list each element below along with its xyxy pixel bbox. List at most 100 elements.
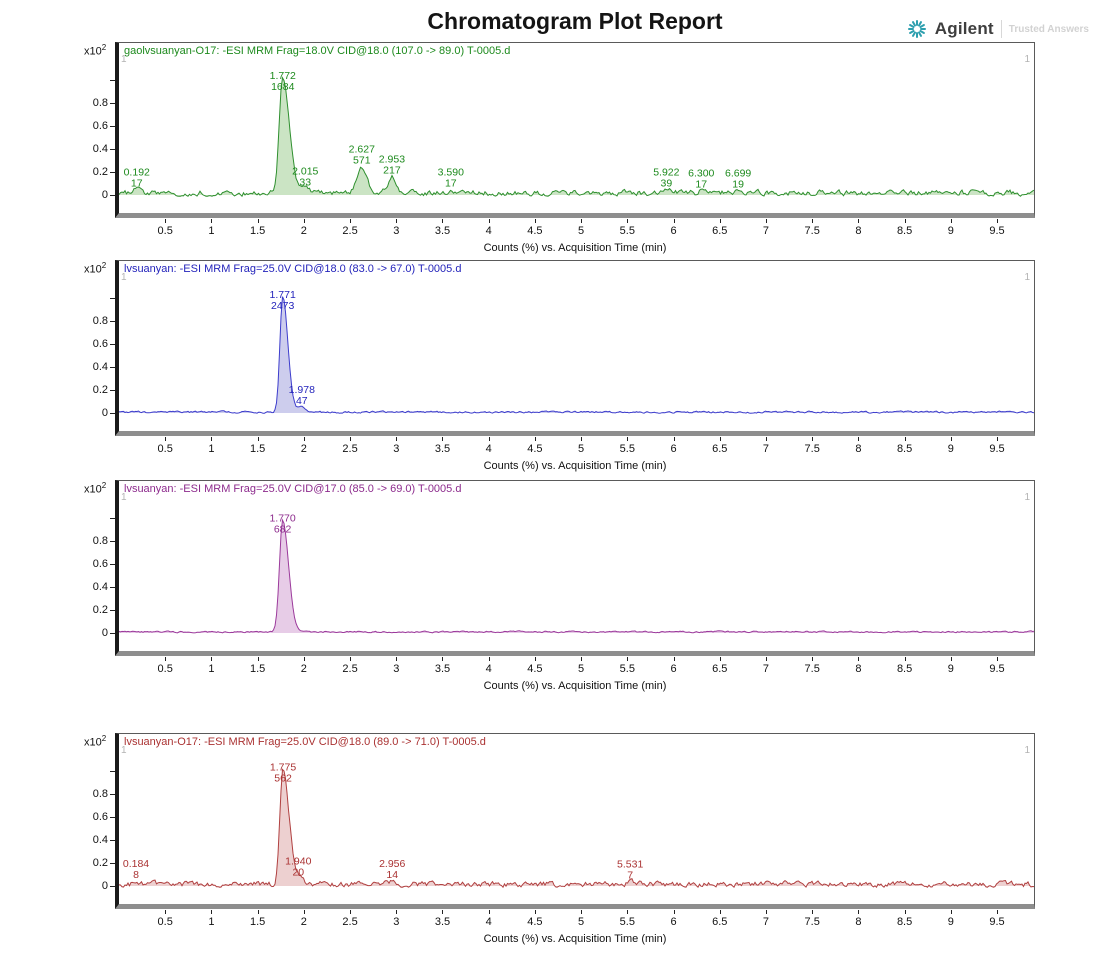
- x-tick-mark: [442, 657, 444, 661]
- x-tick-mark: [257, 910, 259, 914]
- x-tick-mark: [488, 657, 490, 661]
- x-tick-mark: [673, 219, 675, 223]
- y-tick-label: 0.4: [92, 361, 108, 373]
- x-tick-mark: [719, 910, 721, 914]
- x-tick-label: 8.5: [896, 225, 913, 237]
- x-tick-mark: [997, 910, 999, 914]
- x-tick-label: 0.5: [157, 443, 173, 455]
- trace-fill: [119, 296, 1034, 414]
- y-tick-mark: [110, 633, 115, 634]
- trace-line: [119, 518, 1034, 634]
- peak-count-label: 33: [299, 176, 311, 188]
- corner-marker-left: 1: [121, 54, 127, 65]
- y-tick-mark: [110, 321, 115, 322]
- y-tick-label: 0: [101, 189, 108, 201]
- x-tick-label: 2: [300, 225, 307, 237]
- corner-marker-right: 1: [1024, 745, 1030, 756]
- x-tick-mark: [858, 657, 860, 661]
- x-tick-label: 8: [855, 916, 862, 928]
- x-tick-label: 7: [762, 443, 770, 455]
- x-axis-caption: Counts (%) vs. Acquisition Time (min): [483, 460, 667, 472]
- y-tick-label: 0.6: [92, 338, 108, 350]
- y-tick-label: 0.4: [92, 834, 108, 846]
- y-tick-mark: [110, 863, 115, 864]
- x-tick-label: 4: [485, 916, 492, 928]
- peak-count-label: 8: [133, 869, 139, 881]
- x-tick-mark: [812, 657, 814, 661]
- x-tick-label: 5.5: [619, 443, 635, 455]
- x-tick-mark: [396, 219, 398, 223]
- x-axis-caption: Counts (%) vs. Acquisition Time (min): [483, 680, 667, 692]
- x-tick-label: 7.5: [804, 225, 820, 237]
- y-tick-label: 0.6: [92, 811, 108, 823]
- x-tick-label: 9: [947, 663, 954, 675]
- y-tick-label: 0.8: [92, 535, 108, 547]
- y-tick-mark: [110, 344, 115, 345]
- y-tick-mark: [110, 149, 115, 150]
- x-axis-caption: Counts (%) vs. Acquisition Time (min): [483, 933, 667, 945]
- y-tick-mark: [110, 390, 115, 391]
- peak-count-label: 39: [660, 177, 672, 189]
- x-tick-mark: [627, 437, 629, 441]
- y-scale-label: x102: [84, 261, 107, 276]
- y-tick-mark: [110, 80, 115, 81]
- x-tick-mark: [488, 437, 490, 441]
- x-tick-mark: [257, 437, 259, 441]
- trace-line: [119, 768, 1034, 889]
- x-tick-label: 0.5: [157, 663, 173, 675]
- x-tick-mark: [997, 219, 999, 223]
- x-tick-label: 4.5: [527, 443, 543, 455]
- peak-rt-label: 1.770: [269, 512, 295, 524]
- trace-header: lvsuanyan: -ESI MRM Frag=25.0V CID@18.0 …: [124, 263, 462, 275]
- peak-rt-label: 5.531: [617, 858, 643, 870]
- x-tick-label: 8.5: [896, 663, 913, 675]
- x-tick-label: 9.5: [989, 663, 1005, 675]
- x-tick-label: 7.5: [804, 663, 820, 675]
- x-tick-mark: [904, 657, 906, 661]
- y-scale-label: x102: [84, 734, 107, 749]
- x-tick-label: 2: [300, 443, 307, 455]
- y-tick-label: 0.2: [92, 166, 108, 178]
- x-tick-mark: [673, 437, 675, 441]
- y-tick-mark: [110, 172, 115, 173]
- y-tick-mark: [110, 298, 115, 299]
- x-tick-label: 6: [670, 916, 677, 928]
- y-tick-label: 0: [101, 880, 108, 892]
- x-tick-label: 6: [670, 663, 677, 675]
- peak-rt-label: 0.184: [123, 858, 149, 870]
- agilent-brand-text: Agilent: [934, 19, 994, 38]
- y-tick-label: 0.8: [92, 315, 108, 327]
- corner-marker-right: 1: [1024, 54, 1030, 65]
- x-tick-mark: [904, 219, 906, 223]
- x-tick-label: 3.5: [434, 443, 451, 455]
- trace-line: [119, 76, 1034, 198]
- x-tick-label: 8.5: [896, 916, 913, 928]
- peak-rt-label: 2.953: [379, 153, 405, 165]
- x-tick-label: 3: [393, 916, 400, 928]
- y-tick-mark: [110, 886, 115, 887]
- x-tick-mark: [165, 437, 167, 441]
- trace-header: gaolvsuanyan-O17: -ESI MRM Frag=18.0V CI…: [124, 45, 511, 57]
- peak-count-label: 47: [296, 395, 308, 407]
- peak-count-label: 571: [353, 154, 371, 166]
- plot-frame: 1 1 1.771 2473 1.978 47 lvsuanyan: -ESI MRM…: [115, 260, 1035, 436]
- x-tick-mark: [627, 910, 629, 914]
- chromatogram-panel: x102 1 1 0.192 17 1.772 1684 2.015 33 2.627 571…: [0, 42, 1095, 268]
- x-tick-label: 5.5: [619, 916, 635, 928]
- x-tick-label: 8: [855, 443, 862, 455]
- x-tick-label: 1.5: [249, 443, 266, 455]
- y-tick-label: 0: [101, 627, 108, 639]
- x-tick-label: 1.5: [249, 916, 266, 928]
- x-tick-label: 6: [670, 225, 677, 237]
- x-tick-label: 9.5: [989, 443, 1005, 455]
- agilent-logo: Agilent Trusted Answers: [906, 18, 1089, 40]
- x-tick-mark: [765, 910, 767, 914]
- x-tick-mark: [581, 657, 583, 661]
- x-tick-label: 8.5: [896, 443, 913, 455]
- x-tick-mark: [303, 657, 305, 661]
- x-tick-mark: [858, 437, 860, 441]
- corner-marker-left: 1: [121, 745, 127, 756]
- peak-rt-label: 3.590: [438, 167, 464, 179]
- x-tick-label: 3: [393, 663, 400, 675]
- plot-frame: 1 1 0.184 8 1.775 562 1.940 20 2.956 14 5.531 7 l…: [115, 733, 1035, 909]
